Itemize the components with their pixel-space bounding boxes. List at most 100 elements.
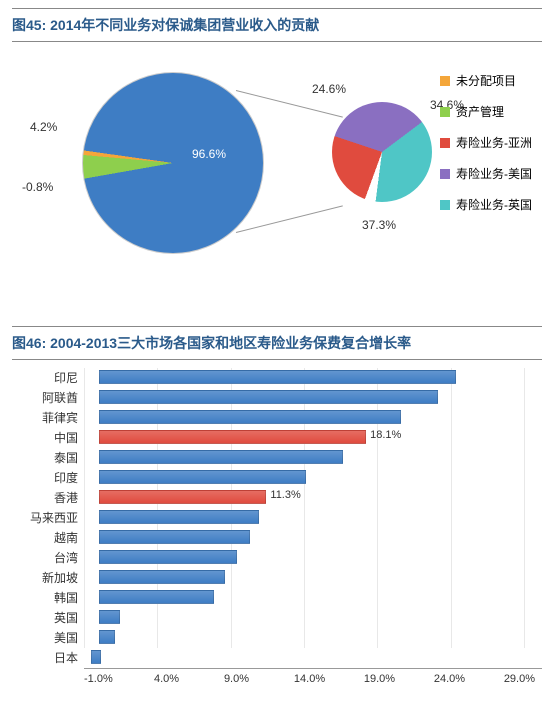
legend-swatch: [440, 107, 450, 117]
figure-46-title: 图46: 2004-2013三大市场各国家和地区寿险业务保费复合增长率: [12, 326, 542, 360]
bar-value-label: 11.3%: [270, 489, 300, 501]
category-label: 日本: [12, 649, 84, 666]
figure-46-plot: 印尼阿联酋菲律宾中国 18.1% 泰国印度香港 11.3% 马来西亚越南台湾新加坡韩国英…: [12, 368, 542, 666]
bar: [99, 610, 120, 624]
bar-track: [84, 550, 542, 564]
bar: [99, 430, 366, 444]
category-label: 马来西亚: [12, 509, 84, 526]
legend-swatch: [440, 200, 450, 210]
bar-row: 泰国: [12, 448, 542, 466]
category-label: 新加坡: [12, 569, 84, 586]
legend-swatch: [440, 138, 450, 148]
bar: [91, 650, 100, 664]
bar-track: [84, 630, 542, 644]
legend-label: 资产管理: [456, 103, 504, 120]
legend-item: 未分配项目: [440, 72, 532, 89]
label-outer-main: 96.6%: [192, 147, 226, 161]
bar: [99, 370, 456, 384]
xaxis-tick: 24.0%: [434, 673, 504, 685]
bar-row: 美国: [12, 628, 542, 646]
label-outer-unalloc: -0.8%: [22, 180, 53, 194]
figure-45-title: 图45: 2014年不同业务对保诚集团营业收入的贡献: [12, 8, 542, 42]
xaxis-tick: 19.0%: [364, 673, 434, 685]
bar-track: [84, 390, 542, 404]
category-label: 印尼: [12, 369, 84, 386]
zoom-line-bottom: [236, 205, 343, 233]
bar: [99, 530, 251, 544]
bar-row: 菲律宾: [12, 408, 542, 426]
category-label: 越南: [12, 529, 84, 546]
figure-45-legend: 未分配项目资产管理寿险业务-亚洲寿险业务-美国寿险业务-英国: [440, 72, 532, 227]
pie-outer: [82, 72, 264, 254]
xaxis-tick: -1.0%: [84, 673, 154, 685]
legend-swatch: [440, 169, 450, 179]
bar-row: 台湾: [12, 548, 542, 566]
legend-item: 资产管理: [440, 103, 532, 120]
bar-row: 阿联酋: [12, 388, 542, 406]
bar: [99, 450, 343, 464]
bar: [99, 550, 237, 564]
figure-46-chart: 印尼阿联酋菲律宾中国 18.1% 泰国印度香港 11.3% 马来西亚越南台湾新加坡韩国英…: [12, 360, 542, 685]
bar-track: [84, 610, 542, 624]
category-label: 泰国: [12, 449, 84, 466]
xaxis-tick: 9.0%: [224, 673, 294, 685]
category-label: 阿联酋: [12, 389, 84, 406]
figure-46-xaxis: -1.0%4.0%9.0%14.0%19.0%24.0%29.0%: [84, 668, 542, 685]
bar-track: [84, 470, 542, 484]
bar-track: [84, 570, 542, 584]
xaxis-tick: 4.0%: [154, 673, 224, 685]
bar-row: 越南: [12, 528, 542, 546]
bar-track: [84, 530, 542, 544]
bar: [99, 630, 116, 644]
category-label: 英国: [12, 609, 84, 626]
legend-item: 寿险业务-美国: [440, 165, 532, 182]
bar-track: [84, 650, 542, 664]
legend-item: 寿险业务-亚洲: [440, 134, 532, 151]
bar-track: [84, 510, 542, 524]
bar: [99, 510, 259, 524]
bar-row: 英国: [12, 608, 542, 626]
bar-value-label: 18.1%: [370, 429, 401, 441]
legend-label: 寿险业务-美国: [456, 165, 532, 182]
figure-45-panel: 图45: 2014年不同业务对保诚集团营业收入的贡献 96.6% 4.2% -0…: [0, 0, 554, 318]
bar-track: [84, 370, 542, 384]
bar-row: 印度: [12, 468, 542, 486]
bar: [99, 590, 214, 604]
bar-track: 11.3%: [84, 490, 542, 504]
category-label: 台湾: [12, 549, 84, 566]
category-label: 菲律宾: [12, 409, 84, 426]
category-label: 香港: [12, 489, 84, 506]
bar-row: 新加坡: [12, 568, 542, 586]
figure-45-chart: 96.6% 4.2% -0.8% 24.6% 34.6% 37.3% 未分配项目…: [12, 42, 542, 302]
bar: [99, 490, 267, 504]
bar-row: 香港 11.3%: [12, 488, 542, 506]
bar-track: [84, 590, 542, 604]
category-label: 中国: [12, 429, 84, 446]
legend-label: 寿险业务-英国: [456, 196, 532, 213]
figure-46-panel: 图46: 2004-2013三大市场各国家和地区寿险业务保费复合增长率 印尼阿联…: [0, 318, 554, 701]
bar-track: [84, 410, 542, 424]
category-label: 美国: [12, 629, 84, 646]
bar-row: 中国 18.1%: [12, 428, 542, 446]
bar: [99, 390, 438, 404]
category-label: 印度: [12, 469, 84, 486]
legend-swatch: [440, 76, 450, 86]
xaxis-tick: 29.0%: [504, 673, 542, 685]
label-inner-asia: 24.6%: [312, 82, 346, 96]
label-outer-am: 4.2%: [30, 120, 57, 134]
legend-label: 寿险业务-亚洲: [456, 134, 532, 151]
bar-track: 18.1%: [84, 430, 542, 444]
bar: [99, 410, 402, 424]
bar-row: 印尼: [12, 368, 542, 386]
legend-item: 寿险业务-英国: [440, 196, 532, 213]
bar-row: 韩国: [12, 588, 542, 606]
pie-inner: [332, 102, 432, 202]
bar-row: 日本: [12, 648, 542, 666]
legend-label: 未分配项目: [456, 72, 516, 89]
xaxis-tick: 14.0%: [294, 673, 364, 685]
bar: [99, 470, 306, 484]
label-inner-uk: 37.3%: [362, 218, 396, 232]
bar-track: [84, 450, 542, 464]
category-label: 韩国: [12, 589, 84, 606]
bar: [99, 570, 226, 584]
